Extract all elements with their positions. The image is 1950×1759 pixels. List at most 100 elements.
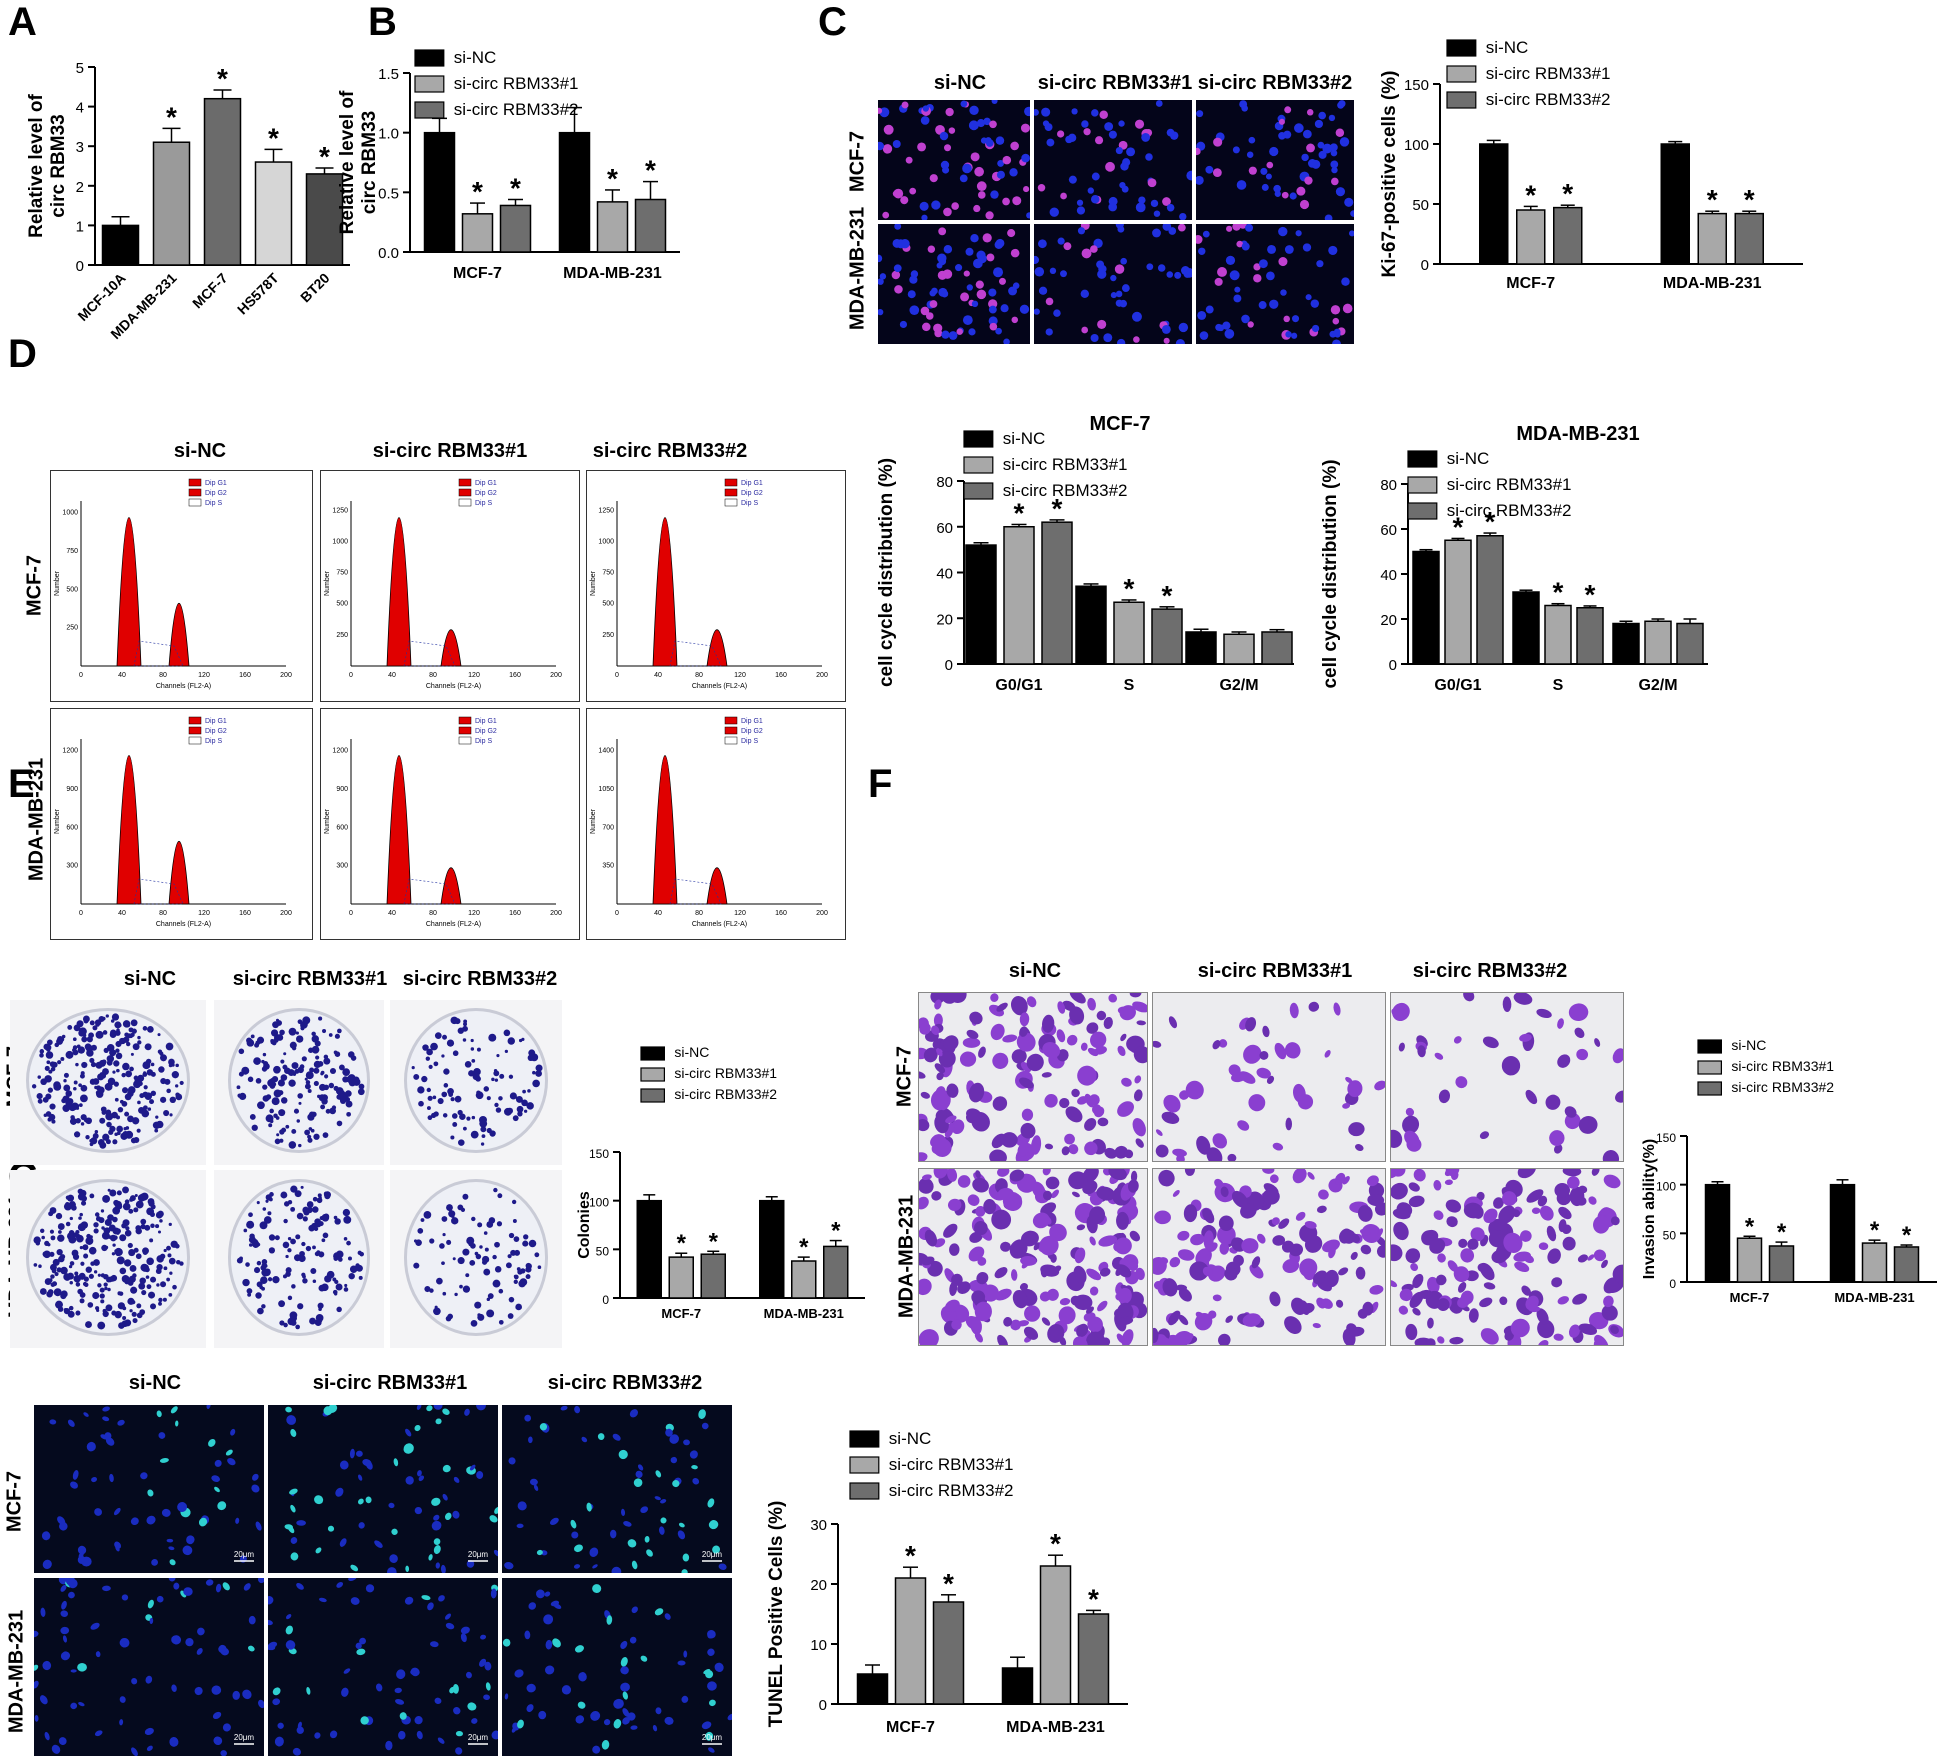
colony — [78, 1216, 82, 1220]
tunel-nucleus — [655, 1470, 662, 1478]
invaded-cell — [919, 1278, 932, 1296]
invaded-cell — [933, 1138, 952, 1157]
tunel-nucleus — [257, 1578, 264, 1584]
flow-x-tick: 80 — [159, 672, 167, 679]
tunel-nucleus — [707, 1681, 717, 1691]
nucleus-texture — [1034, 100, 1192, 220]
colony — [243, 1228, 248, 1233]
colony — [249, 1114, 256, 1120]
tunel-nucleus — [286, 1614, 292, 1620]
nucleus — [1119, 299, 1128, 308]
colony — [105, 1014, 109, 1018]
bar — [932, 1601, 965, 1705]
nucleus — [1333, 328, 1341, 336]
colony — [333, 1252, 341, 1260]
colony — [462, 1248, 470, 1256]
tunel-nucleus — [156, 1595, 164, 1603]
colony — [285, 1254, 289, 1259]
invaded-cell — [1591, 1169, 1600, 1176]
nucleus — [1020, 123, 1030, 133]
tunel-nucleus — [682, 1553, 690, 1562]
bar — [1185, 631, 1217, 665]
tunel-nucleus — [606, 1615, 613, 1625]
invaded-cell — [1482, 1036, 1499, 1049]
nucleus — [962, 315, 973, 325]
tunel-nucleus — [536, 1589, 545, 1599]
tunel-nucleus — [196, 1648, 203, 1655]
colony — [523, 1234, 529, 1240]
colony — [85, 1266, 92, 1273]
colony — [36, 1092, 43, 1100]
tunel-nucleus — [350, 1564, 359, 1572]
nucleus — [1329, 143, 1338, 152]
colony — [283, 1052, 287, 1056]
invaded-cell — [1546, 1225, 1557, 1242]
nucleus — [921, 214, 928, 220]
y-axis-label: circ RBM33 — [359, 111, 380, 215]
nucleus — [965, 247, 974, 256]
tunel-nucleus — [42, 1660, 52, 1671]
invaded-cell — [1011, 1269, 1018, 1281]
colony — [33, 1236, 41, 1244]
tunel-nucleus — [484, 1661, 492, 1671]
invaded-cell — [1077, 1065, 1097, 1086]
colony — [55, 1300, 63, 1309]
nucleus — [975, 280, 984, 289]
f-row-label-mda: MDA-MB-231 — [895, 1194, 918, 1319]
invaded-cell — [1196, 1135, 1211, 1155]
nucleus — [962, 163, 972, 174]
colony — [80, 1122, 85, 1126]
colony — [89, 1193, 95, 1199]
nucleus — [1110, 274, 1117, 282]
significance-star: * — [943, 1568, 954, 1599]
f-invasion-image-mda-si-circ-1 — [1152, 1168, 1386, 1346]
tunel-nucleus — [173, 1582, 180, 1590]
colony — [121, 1072, 126, 1078]
y-tick-label: 60 — [1380, 522, 1397, 539]
nucleus — [1042, 120, 1050, 127]
invaded-cell — [974, 1332, 984, 1343]
invaded-cell — [1538, 1242, 1549, 1251]
colony — [248, 1212, 253, 1218]
invaded-cell — [1016, 1032, 1036, 1052]
nucleus — [988, 288, 997, 297]
colony — [260, 1276, 268, 1284]
invaded-cell — [991, 1209, 1012, 1230]
colony — [125, 1126, 130, 1130]
nucleus — [989, 120, 997, 129]
c-ki67-image-mda-si-circ-2 — [1196, 224, 1354, 344]
colony — [259, 1285, 264, 1290]
tunel-nucleus-texture: 20μm — [34, 1578, 264, 1756]
invaded-cell — [1501, 1055, 1521, 1076]
invaded-cell — [1178, 1288, 1192, 1302]
y-tick-label: 20 — [936, 611, 953, 628]
nucleus — [1284, 106, 1292, 114]
invaded-cell — [1153, 1327, 1159, 1344]
colony — [43, 1250, 51, 1259]
tunel-nucleus — [573, 1564, 581, 1569]
colony — [84, 1282, 89, 1287]
tunel-nucleus — [677, 1530, 686, 1540]
tunel-nucleus — [102, 1585, 111, 1592]
nucleus — [879, 273, 887, 280]
colony — [82, 1244, 89, 1251]
colony — [429, 1238, 435, 1244]
flow-x-label: Channels (FL2-A) — [426, 921, 481, 928]
colony — [279, 1029, 285, 1036]
colony — [251, 1124, 258, 1131]
colony — [102, 1133, 110, 1141]
nucleus — [1177, 224, 1186, 232]
tunel-nucleus — [41, 1531, 51, 1541]
invaded-cell — [1086, 1268, 1102, 1281]
colony — [41, 1235, 45, 1240]
nucleus — [899, 320, 908, 329]
invaded-cell — [937, 993, 948, 1001]
nucleus — [1150, 199, 1159, 208]
nucleus — [938, 227, 947, 236]
invaded-cell — [1458, 1238, 1468, 1248]
flow-legend-swatch — [458, 716, 472, 725]
invaded-cell — [1521, 1285, 1531, 1296]
tunel-nucleus — [524, 1630, 531, 1640]
colony — [325, 1108, 331, 1114]
invaded-cell — [1096, 1186, 1116, 1201]
